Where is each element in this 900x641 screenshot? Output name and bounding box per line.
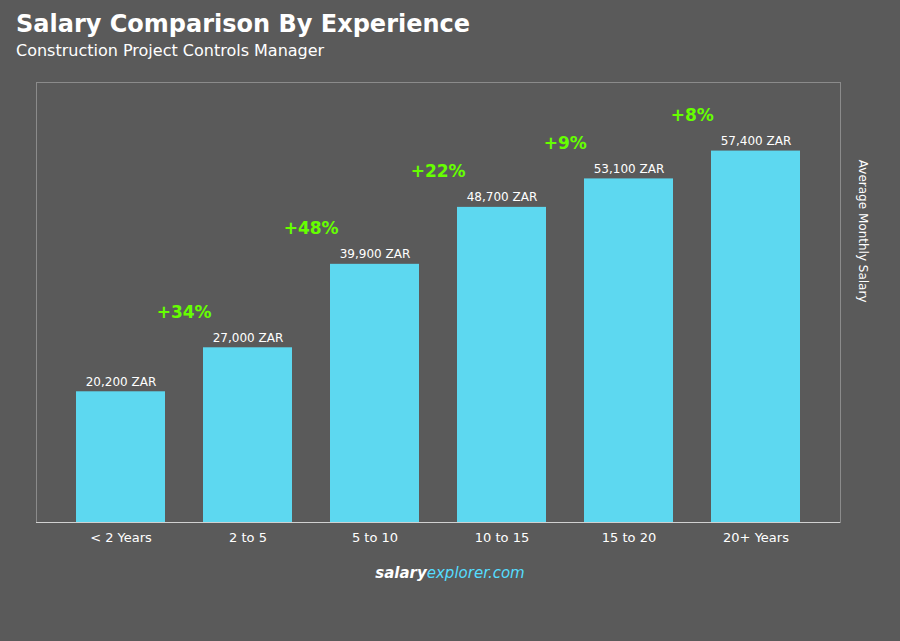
svg-text:10 to 15: 10 to 15 xyxy=(475,530,529,545)
svg-text:+9%: +9% xyxy=(544,133,587,153)
svg-text:5 to 10: 5 to 10 xyxy=(352,530,398,545)
svg-text:57,400 ZAR: 57,400 ZAR xyxy=(721,134,792,148)
svg-text:27,000 ZAR: 27,000 ZAR xyxy=(213,331,284,345)
svg-text:+34%: +34% xyxy=(157,302,212,322)
html-text:Construction Project Controls: Construction Project Controls Manager xyxy=(16,41,325,60)
svg-text:53,100 ZAR: 53,100 ZAR xyxy=(594,162,665,176)
svg-text:+22%: +22% xyxy=(411,161,466,181)
html-text:salary explorer.com: salary explorer.com xyxy=(375,564,525,582)
svg-text:20+ Years: 20+ Years xyxy=(723,530,789,545)
svg-text:< 2 Years: < 2 Years xyxy=(90,530,152,545)
svg-text:+48%: +48% xyxy=(284,218,339,238)
svg-text:48,700 ZAR: 48,700 ZAR xyxy=(467,190,538,204)
svg-text:20,200 ZAR: 20,200 ZAR xyxy=(86,375,157,389)
svg-text:39,900 ZAR: 39,900 ZAR xyxy=(340,247,411,261)
svg-text:15 to 20: 15 to 20 xyxy=(602,530,656,545)
html-text:Salary Comparison By Experienc: Salary Comparison By Experience xyxy=(16,10,471,38)
svg-text:+8%: +8% xyxy=(671,105,714,125)
svg-text:Average Monthly Salary: Average Monthly Salary xyxy=(856,160,870,303)
svg-text:2 to 5: 2 to 5 xyxy=(229,530,267,545)
